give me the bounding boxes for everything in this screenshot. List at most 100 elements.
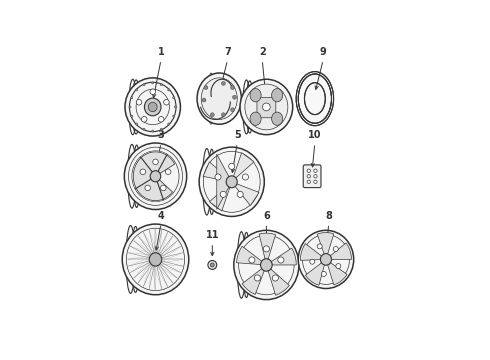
Circle shape — [151, 130, 154, 132]
Ellipse shape — [305, 83, 325, 114]
Polygon shape — [234, 183, 259, 206]
Polygon shape — [300, 244, 322, 260]
Circle shape — [215, 174, 221, 180]
Circle shape — [272, 275, 278, 281]
Polygon shape — [133, 152, 175, 201]
Ellipse shape — [250, 89, 261, 102]
Circle shape — [161, 185, 166, 191]
Circle shape — [233, 95, 237, 99]
Circle shape — [221, 81, 225, 85]
Circle shape — [208, 261, 217, 269]
Polygon shape — [305, 262, 324, 285]
Circle shape — [263, 103, 270, 111]
Circle shape — [263, 246, 270, 252]
Circle shape — [221, 113, 225, 117]
Ellipse shape — [124, 143, 187, 210]
Circle shape — [172, 115, 175, 117]
Text: 6: 6 — [263, 211, 270, 221]
Polygon shape — [242, 269, 264, 294]
Ellipse shape — [240, 79, 293, 135]
Circle shape — [160, 128, 163, 130]
Polygon shape — [209, 185, 230, 211]
Circle shape — [317, 244, 322, 249]
Ellipse shape — [145, 98, 161, 116]
FancyBboxPatch shape — [303, 165, 321, 188]
Ellipse shape — [149, 253, 162, 266]
Circle shape — [307, 169, 311, 172]
Ellipse shape — [132, 226, 140, 292]
Ellipse shape — [199, 147, 264, 216]
Circle shape — [231, 86, 235, 90]
Ellipse shape — [133, 145, 140, 207]
Ellipse shape — [250, 112, 261, 125]
Ellipse shape — [271, 89, 283, 102]
Circle shape — [229, 163, 235, 169]
Ellipse shape — [150, 171, 161, 182]
Polygon shape — [327, 262, 347, 285]
Circle shape — [310, 259, 315, 264]
Circle shape — [143, 128, 145, 130]
Circle shape — [321, 271, 326, 276]
Ellipse shape — [298, 230, 354, 288]
Circle shape — [204, 86, 208, 90]
Ellipse shape — [234, 230, 299, 300]
FancyBboxPatch shape — [257, 98, 276, 118]
Ellipse shape — [203, 149, 211, 215]
Ellipse shape — [245, 84, 288, 130]
Ellipse shape — [237, 232, 245, 298]
Circle shape — [210, 263, 214, 267]
Circle shape — [278, 257, 284, 263]
Circle shape — [202, 98, 206, 102]
Polygon shape — [259, 233, 275, 259]
Text: 2: 2 — [259, 47, 266, 57]
Circle shape — [151, 82, 154, 84]
Ellipse shape — [128, 144, 136, 208]
Circle shape — [129, 106, 131, 108]
Ellipse shape — [208, 149, 215, 214]
Circle shape — [140, 169, 146, 175]
Circle shape — [168, 89, 170, 91]
Ellipse shape — [271, 112, 283, 125]
Ellipse shape — [261, 259, 272, 271]
Circle shape — [314, 175, 317, 178]
Ellipse shape — [122, 224, 189, 295]
Polygon shape — [317, 233, 334, 255]
Circle shape — [136, 99, 142, 105]
Circle shape — [153, 159, 158, 165]
Circle shape — [160, 84, 163, 86]
Circle shape — [136, 89, 138, 91]
Circle shape — [333, 247, 338, 252]
Text: 7: 7 — [224, 47, 231, 57]
Ellipse shape — [197, 73, 242, 124]
Text: 5: 5 — [234, 130, 241, 140]
Circle shape — [249, 257, 255, 263]
Circle shape — [307, 175, 311, 178]
Circle shape — [150, 89, 155, 94]
Circle shape — [174, 106, 176, 108]
Ellipse shape — [320, 253, 332, 265]
Circle shape — [336, 264, 341, 269]
Polygon shape — [237, 246, 262, 265]
Circle shape — [314, 169, 317, 172]
Circle shape — [164, 99, 169, 105]
Text: 9: 9 — [320, 47, 326, 57]
Ellipse shape — [201, 78, 237, 120]
Circle shape — [307, 180, 311, 184]
Circle shape — [136, 123, 138, 125]
Polygon shape — [217, 154, 232, 210]
Polygon shape — [330, 243, 351, 260]
Polygon shape — [268, 269, 289, 295]
Circle shape — [172, 96, 175, 99]
Polygon shape — [271, 248, 296, 265]
Text: 4: 4 — [158, 211, 165, 221]
Ellipse shape — [126, 225, 135, 293]
Text: 10: 10 — [308, 130, 321, 140]
Circle shape — [168, 123, 170, 125]
Circle shape — [165, 169, 171, 175]
Ellipse shape — [226, 176, 237, 188]
Circle shape — [131, 115, 133, 117]
Circle shape — [254, 275, 261, 281]
Polygon shape — [203, 162, 228, 181]
Text: 1: 1 — [158, 47, 165, 57]
Ellipse shape — [243, 233, 250, 297]
